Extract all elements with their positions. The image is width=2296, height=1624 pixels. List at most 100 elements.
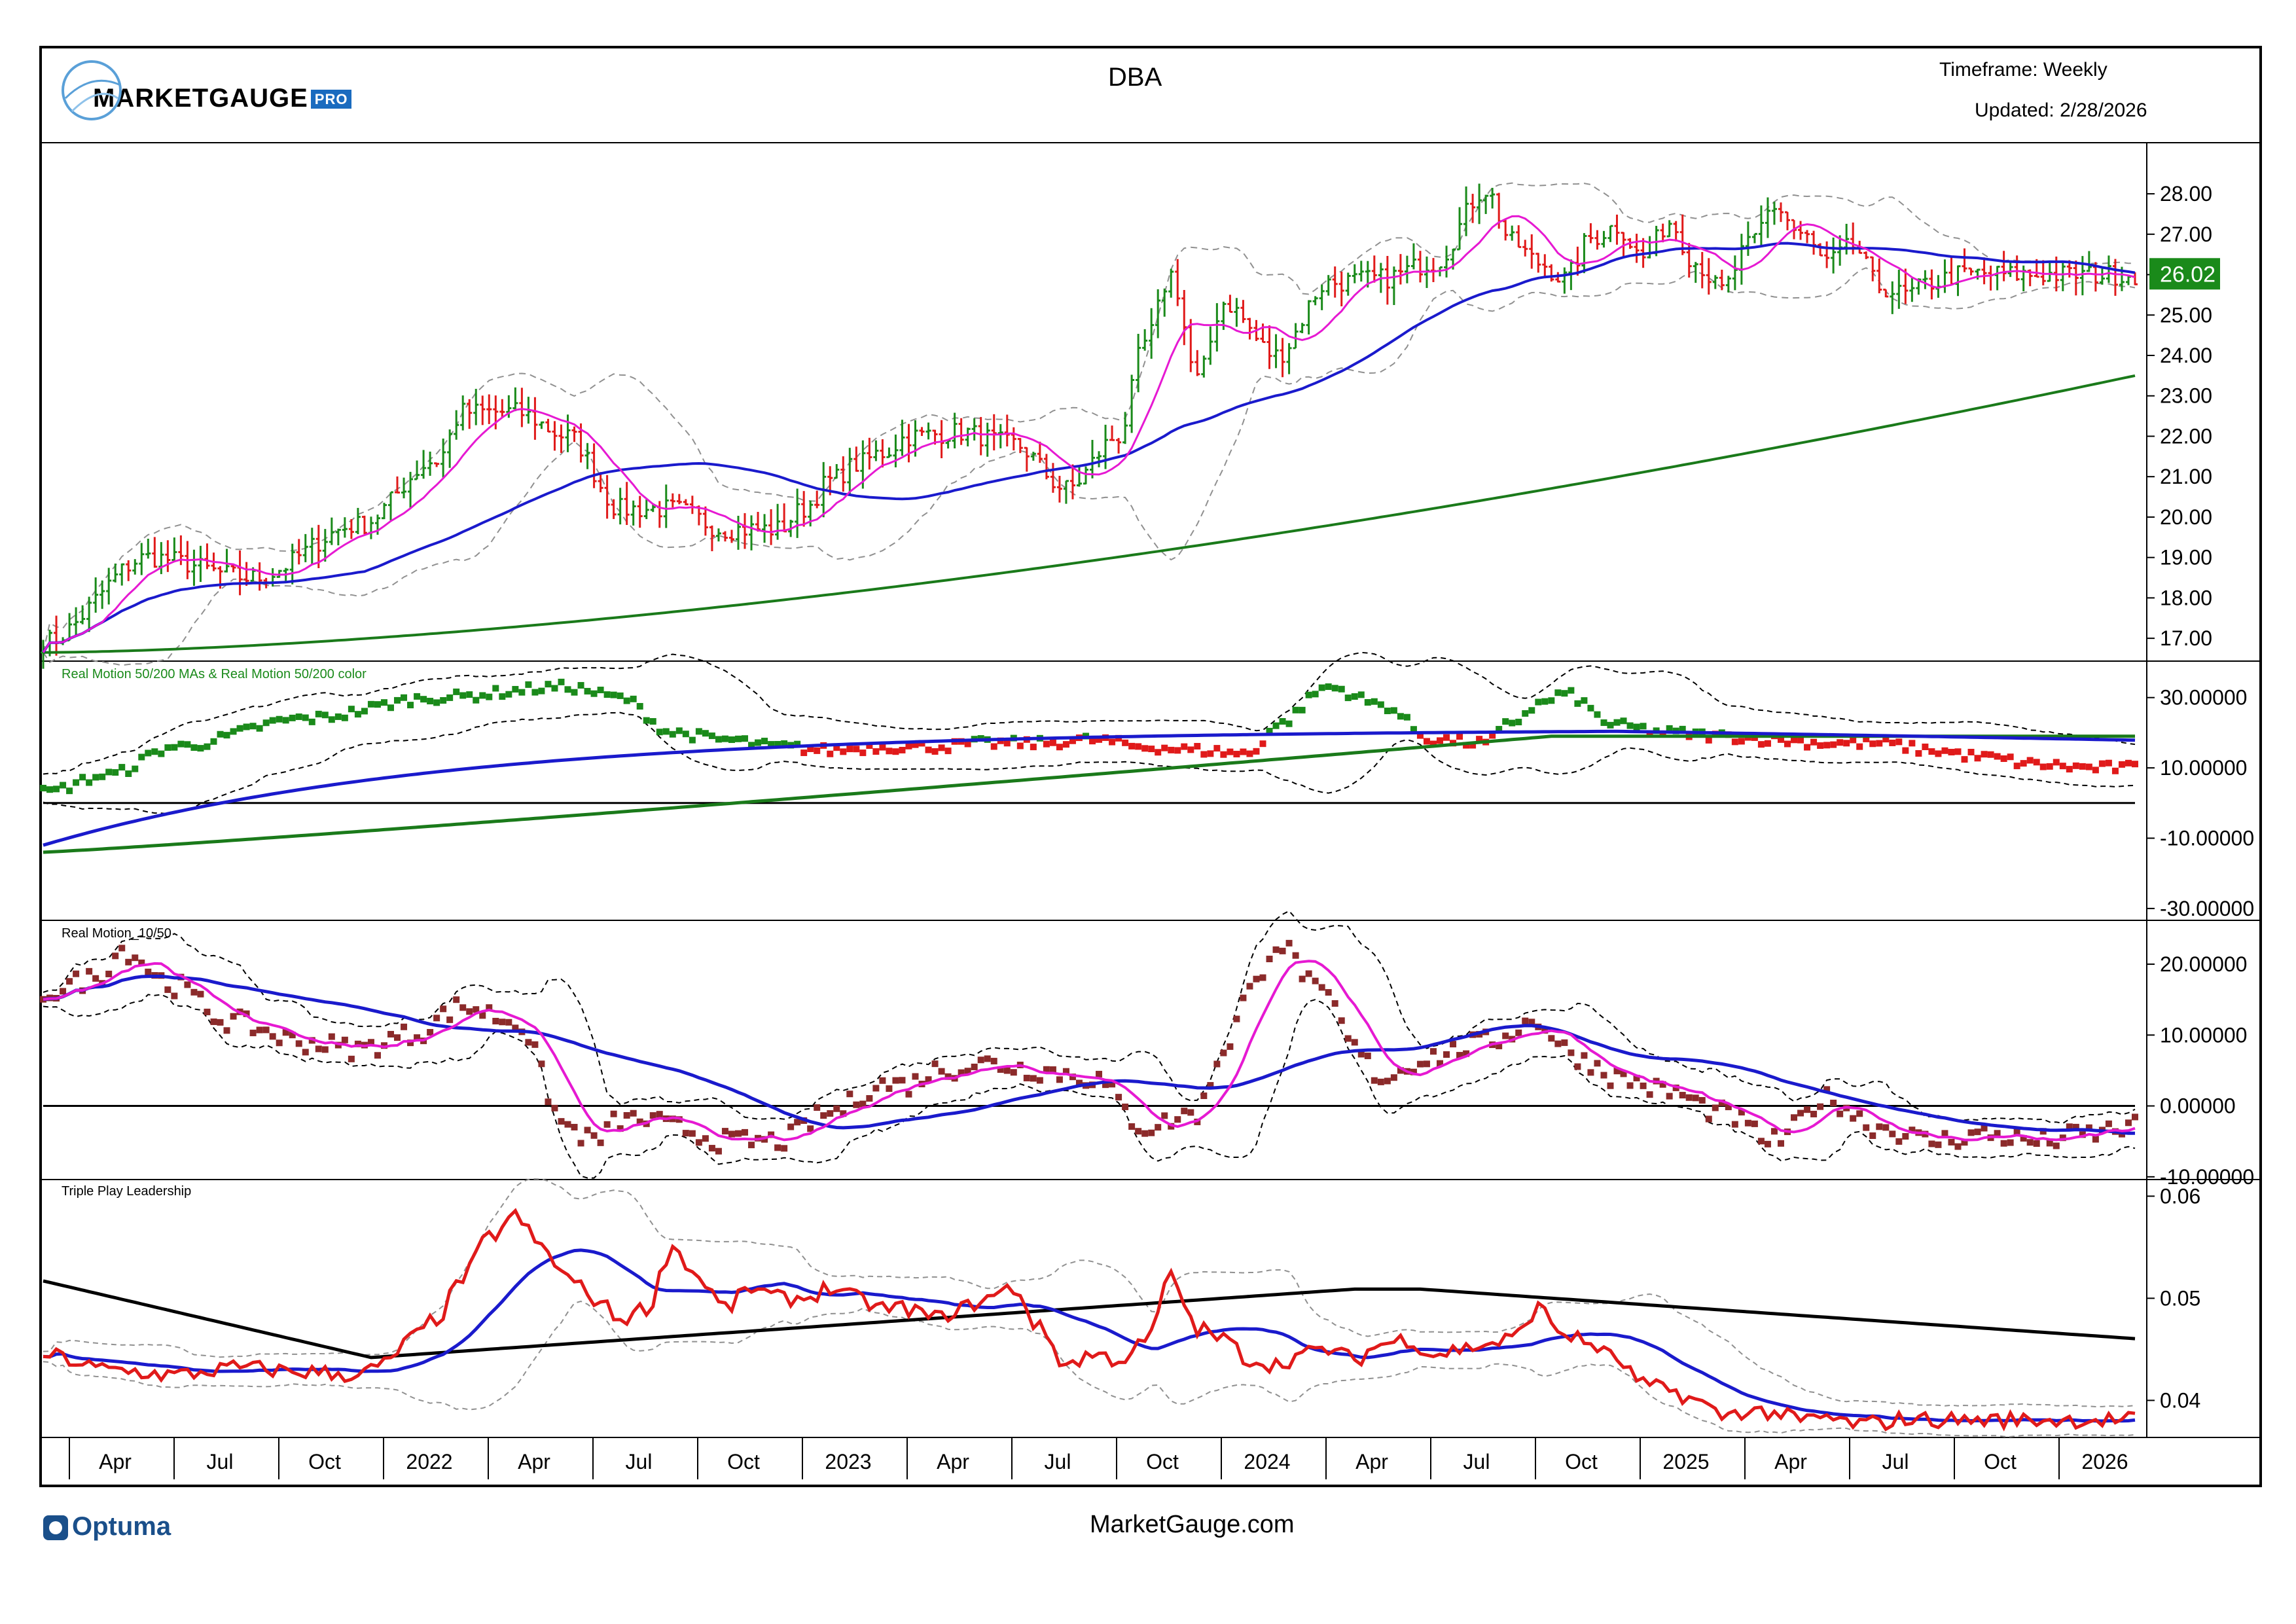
- price-bar: [473, 389, 479, 425]
- rm1-point: [1141, 745, 1149, 752]
- rm2-point: [73, 970, 80, 977]
- price-bar: [1607, 225, 1613, 242]
- rm1-point: [86, 779, 93, 786]
- rm1-point: [742, 735, 749, 742]
- rm1-point: [1863, 735, 1870, 742]
- rm2-point: [1305, 970, 1312, 977]
- rm1-point: [2092, 767, 2099, 774]
- panel-title-tpl: Triple Play Leadership: [62, 1184, 191, 1199]
- rm1-point: [1600, 719, 1607, 727]
- rm2-point: [243, 1010, 250, 1017]
- rm1-point: [689, 736, 696, 744]
- price-bar: [1397, 254, 1403, 285]
- rm1-point: [1810, 738, 1818, 746]
- rm1-point: [1246, 750, 1253, 757]
- rm2-point: [1587, 1069, 1594, 1076]
- real-motion-50-200-panel: 30.00000 10.00000 -10.00000 -30.00000: [40, 651, 2254, 920]
- rm1-point: [734, 735, 742, 742]
- rm2-point: [623, 1111, 630, 1119]
- price-bar: [1404, 255, 1410, 283]
- x-tick-label: Apr: [937, 1450, 969, 1473]
- rm1-point: [1797, 736, 1804, 744]
- rm2-point: [689, 1130, 696, 1137]
- price-bar: [801, 491, 807, 527]
- rm2-point: [1620, 1070, 1627, 1077]
- rm2-point: [210, 1018, 217, 1025]
- rm1-point: [1561, 690, 1568, 697]
- rm1-point: [459, 692, 467, 699]
- ma50-line: [42, 242, 2136, 653]
- price-axis-tick-label: 24.00: [2160, 344, 2212, 367]
- rm2-axis-tick-label: 0.00000: [2160, 1094, 2236, 1118]
- price-bar: [663, 484, 669, 528]
- rm1-point: [1554, 689, 1562, 696]
- rm2-point: [466, 1008, 473, 1015]
- price-axis-tick-label: 28.00: [2160, 182, 2212, 206]
- price-bar: [440, 438, 446, 478]
- rm1-point: [518, 689, 526, 696]
- rm1-lower-band: [43, 712, 2136, 815]
- x-tick-label: 2025: [1662, 1450, 1709, 1473]
- rm1-point: [2072, 762, 2079, 769]
- rm2-point: [1522, 1017, 1529, 1024]
- rm2-point: [1010, 1069, 1017, 1076]
- rm2-point: [1817, 1103, 1824, 1110]
- price-bar: [689, 496, 695, 514]
- rm2-point: [289, 1032, 296, 1039]
- rm2-point: [715, 1147, 722, 1155]
- rm1-point: [866, 742, 873, 749]
- rm2-point: [1187, 1109, 1194, 1116]
- rm1-point: [827, 750, 834, 757]
- price-bar: [1929, 269, 1935, 300]
- price-bar: [1352, 264, 1357, 283]
- rm1-point: [649, 718, 656, 725]
- rm1-point: [1522, 710, 1529, 717]
- rm1-point: [781, 740, 788, 747]
- rm1-point: [1941, 747, 1948, 754]
- rm1-point: [1784, 740, 1791, 748]
- price-bar: [584, 442, 590, 469]
- rm2-point: [164, 986, 171, 993]
- updated-label: Updated: 2/28/2026: [1975, 99, 2147, 121]
- rm2-point: [302, 1049, 309, 1056]
- price-bar: [1483, 194, 1489, 214]
- rm1-point: [479, 692, 486, 699]
- rm1-point: [1757, 741, 1765, 748]
- price-bar: [86, 596, 92, 632]
- rm1-point: [656, 729, 663, 736]
- rm2-point: [401, 1023, 408, 1030]
- rm1-point: [2013, 763, 2020, 770]
- rm2-point: [1344, 1035, 1352, 1042]
- rm1-upper-band: [43, 651, 2136, 775]
- price-bar: [1535, 253, 1541, 273]
- price-bar: [643, 499, 649, 520]
- price-bar: [1299, 323, 1305, 334]
- price-axis-tick-label: 27.00: [2160, 223, 2212, 246]
- rm1-point: [931, 748, 939, 755]
- rm2-point: [125, 958, 132, 965]
- rm2-point: [1259, 974, 1266, 981]
- rm2-point: [1036, 1077, 1043, 1084]
- rm1-point: [1318, 684, 1325, 691]
- rm1-point: [2125, 759, 2132, 767]
- price-bar: [1581, 233, 1587, 274]
- rm2-point: [892, 1077, 899, 1084]
- lower-band-line: [43, 267, 2136, 666]
- rm2-point: [931, 1060, 939, 1068]
- rm1-point: [99, 773, 106, 780]
- rm1-point: [53, 785, 60, 793]
- rm1-point: [1384, 708, 1391, 715]
- rm1-point: [768, 741, 775, 748]
- price-bar: [257, 562, 262, 591]
- rm2-point: [1948, 1138, 1955, 1146]
- symbol-title: DBA: [1108, 63, 1162, 92]
- rm2-point: [1312, 977, 1319, 984]
- rm2-point: [1856, 1110, 1863, 1117]
- price-bar: [93, 577, 99, 613]
- rm2-point: [2125, 1119, 2132, 1127]
- rm1-point: [1915, 750, 1922, 757]
- rm1-point: [1220, 751, 1227, 758]
- price-bar: [1962, 248, 1967, 272]
- rm2-axis-tick-label: 20.00000: [2160, 952, 2247, 976]
